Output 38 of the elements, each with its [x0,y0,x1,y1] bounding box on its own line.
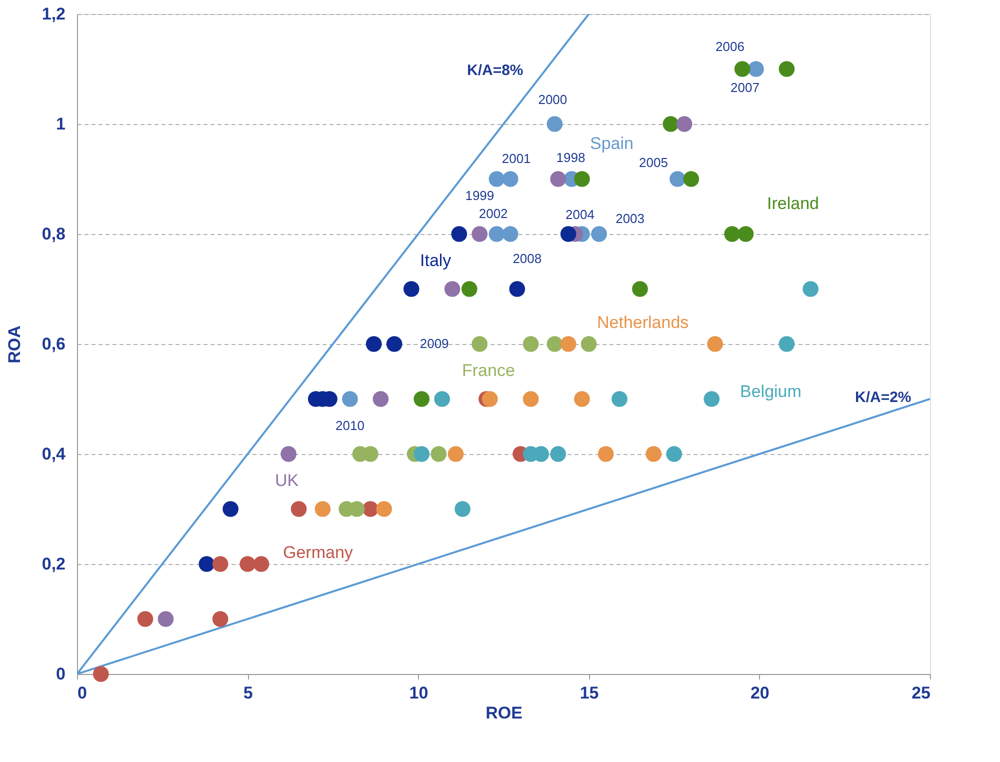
annotation: 2003 [616,211,644,226]
x-tick-label: 15 [580,684,599,702]
series-label: Ireland [767,194,819,213]
y-tick-label: 0,6 [42,334,66,354]
x-tick-label: 10 [409,684,428,702]
annotation: 2008 [512,251,542,266]
y-tick-label: 0,8 [42,224,66,244]
series-label: Belgium [740,382,802,401]
series-label: Spain [590,134,634,153]
annotation: 2000 [538,92,568,107]
annotation: 2002 [478,206,508,221]
y-axis-title: ROA [4,326,24,364]
y-tick-label: 1 [56,114,66,134]
x-tick-label: 25 [912,684,930,702]
series-label: K/A=2% [855,389,912,406]
annotation: 2009 [420,336,449,351]
annotation: 2010 [336,418,364,433]
series-label: Netherlands [597,313,689,332]
x-tick-label: 5 [243,684,253,702]
x-axis-title: ROE [486,704,522,722]
series-label: Germany [283,543,354,562]
y-tick-label: 0 [56,664,66,684]
annotation: 2005 [639,155,668,170]
annotation: 1998 [556,150,586,165]
series-label: France [462,361,515,380]
annotation: 2001 [502,151,531,166]
y-tick-label: 1,2 [42,4,66,24]
series-label: K/A=8% [467,62,524,79]
x-tick-label: 20 [750,684,770,702]
y-tick-label: 0,2 [42,554,66,574]
series-label: Italy [420,251,452,270]
x-tick-label: 0 [78,684,87,702]
annotation: 2004 [566,207,594,222]
y-tick-label: 0,4 [42,444,66,464]
annotation: 2007 [730,80,760,95]
annotation: 1999 [465,188,494,203]
annotation: 2006 [716,39,744,54]
series-label: UK [275,471,300,490]
